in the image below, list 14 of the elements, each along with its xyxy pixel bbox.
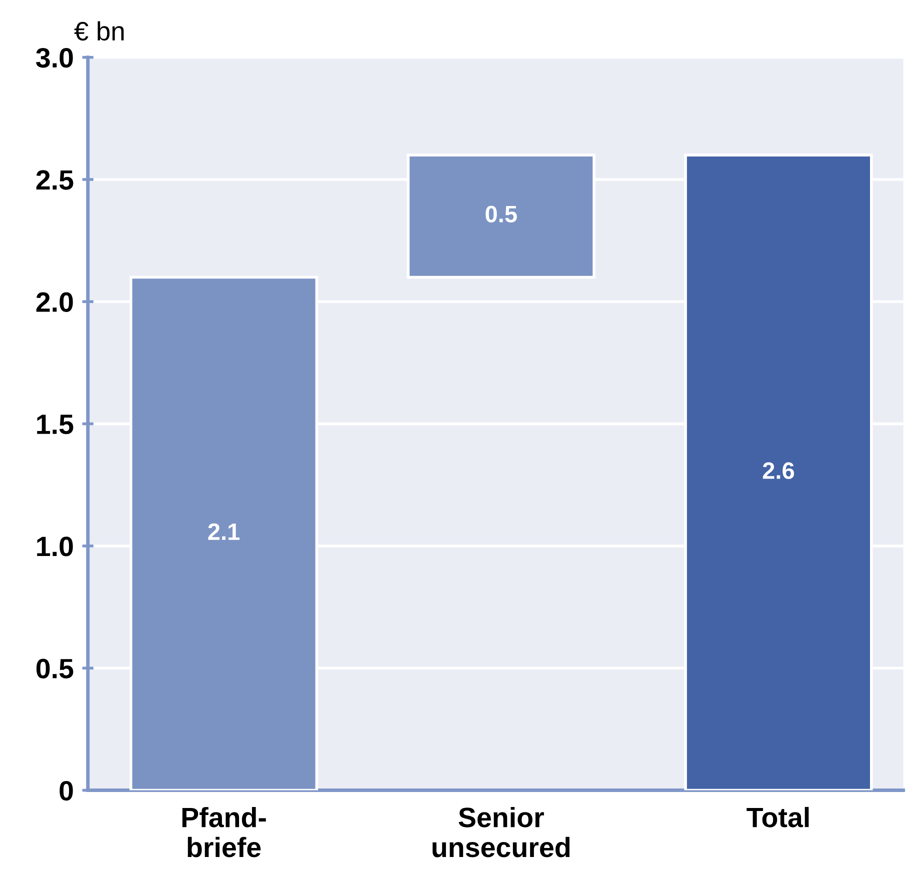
y-tick-label: 2.0 (36, 292, 73, 312)
x-tick-label: Pfand- briefe (182, 806, 266, 858)
y-axis-title: € bn (74, 21, 124, 41)
data-label: 0.5 (486, 206, 517, 222)
y-tick-label: 3.0 (36, 48, 73, 68)
y-tick-label: 2.5 (36, 170, 74, 190)
y-tick-label: 0 (60, 780, 73, 801)
y-tick-label: 1.5 (37, 414, 74, 434)
y-tick-label: 1.0 (37, 536, 73, 556)
x-tick-label: Senior unsecured (432, 806, 570, 858)
y-tick-label: 0.5 (36, 658, 74, 678)
data-label: 2.1 (208, 523, 240, 540)
x-tick-label: Total (746, 806, 809, 828)
data-label: 2.6 (762, 462, 794, 479)
